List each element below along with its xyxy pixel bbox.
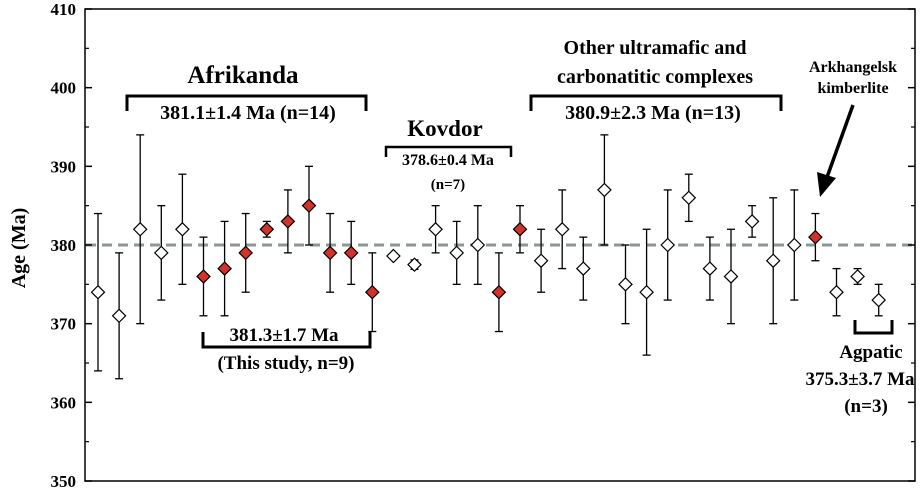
data-point-filled xyxy=(491,284,507,300)
kovdor-bracket xyxy=(384,145,513,157)
kovdor-summary: 378.6±0.4 Ma xyxy=(402,152,494,169)
data-point-open xyxy=(702,261,718,276)
other-complexes-title-line2: carbonatitic complexes xyxy=(557,66,753,88)
error-bars xyxy=(94,134,883,380)
arkhangelsk-label-line1: Arkhangelsk xyxy=(809,59,897,76)
data-point-open xyxy=(175,221,190,237)
data-point-filled xyxy=(238,245,254,261)
data-point-open xyxy=(871,292,887,308)
data-point-filled xyxy=(217,261,232,276)
data-point-filled xyxy=(364,284,380,300)
data-point-open xyxy=(765,253,781,269)
y-tick-label: 390 xyxy=(51,157,77,176)
data-point-filled xyxy=(280,214,296,229)
data-point-filled xyxy=(343,245,359,261)
agpatic-title: Agpatic xyxy=(839,342,902,363)
other-complexes-title-line1: Other ultramafic and xyxy=(564,37,747,59)
data-point-open xyxy=(111,308,127,324)
data-point-open xyxy=(153,245,169,261)
data-point-open xyxy=(660,237,676,253)
data-point-open xyxy=(597,182,612,198)
kovdor-title: Kovdor xyxy=(407,116,482,141)
y-axis-label: Age (Ma) xyxy=(8,208,30,289)
y-tick-label: 410 xyxy=(51,0,77,19)
data-point-open xyxy=(533,253,549,269)
y-tick-label: 360 xyxy=(51,393,77,412)
data-point-open xyxy=(744,214,760,229)
agpatic-summary: 375.3±3.7 Ma xyxy=(805,369,915,390)
arkhangelsk-arrow-shaft xyxy=(824,104,855,181)
data-point-open xyxy=(639,284,654,300)
data-point-filled xyxy=(259,221,275,237)
data-point-open xyxy=(723,269,739,284)
y-tick-label: 350 xyxy=(51,472,77,491)
data-point-open xyxy=(428,221,443,237)
y-tick-label: 380 xyxy=(51,236,77,255)
arkhangelsk-arrow-head xyxy=(817,172,836,197)
data-point-filled xyxy=(196,269,211,284)
data-point-open xyxy=(786,237,802,253)
data-point-open xyxy=(386,248,401,264)
arkhangelsk-label-line2: kimberlite xyxy=(817,80,888,97)
other-complexes-summary: 380.9±2.3 Ma (n=13) xyxy=(565,102,741,124)
afrikanda-title: Afrikanda xyxy=(187,62,299,89)
data-point-filled xyxy=(512,221,528,237)
y-tick-label: 400 xyxy=(51,79,77,98)
data-point-open xyxy=(470,237,486,253)
y-tick-label: 370 xyxy=(51,315,77,334)
afrikanda-bracket xyxy=(125,94,368,111)
this-study-summary: 381.3±1.7 Ma xyxy=(229,325,339,346)
data-point-open xyxy=(449,245,465,261)
data-points xyxy=(90,182,887,324)
data-point-open xyxy=(407,257,422,273)
data-point-open xyxy=(618,276,633,292)
agpatic-bracket xyxy=(853,320,894,335)
data-point-open xyxy=(554,221,570,237)
data-point-open xyxy=(681,190,697,206)
data-point-open xyxy=(850,269,865,284)
data-point-filled xyxy=(322,245,338,261)
y-axis-ticks: 350 360 370 380 390 400 410 xyxy=(51,0,915,491)
afrikanda-summary: 381.1±1.4 Ma (n=14) xyxy=(160,102,336,124)
this-study-bracket xyxy=(201,332,372,349)
data-point-filled xyxy=(808,229,823,245)
this-study-note: (This study, n=9) xyxy=(217,353,354,374)
data-point-open xyxy=(829,284,844,300)
kovdor-note: (n=7) xyxy=(431,177,465,193)
other-complexes-bracket xyxy=(529,94,783,111)
data-point-open xyxy=(90,284,106,300)
agpatic-note: (n=3) xyxy=(844,396,888,417)
data-point-filled xyxy=(301,198,317,214)
data-point-open xyxy=(132,221,148,237)
data-point-open xyxy=(575,261,591,276)
